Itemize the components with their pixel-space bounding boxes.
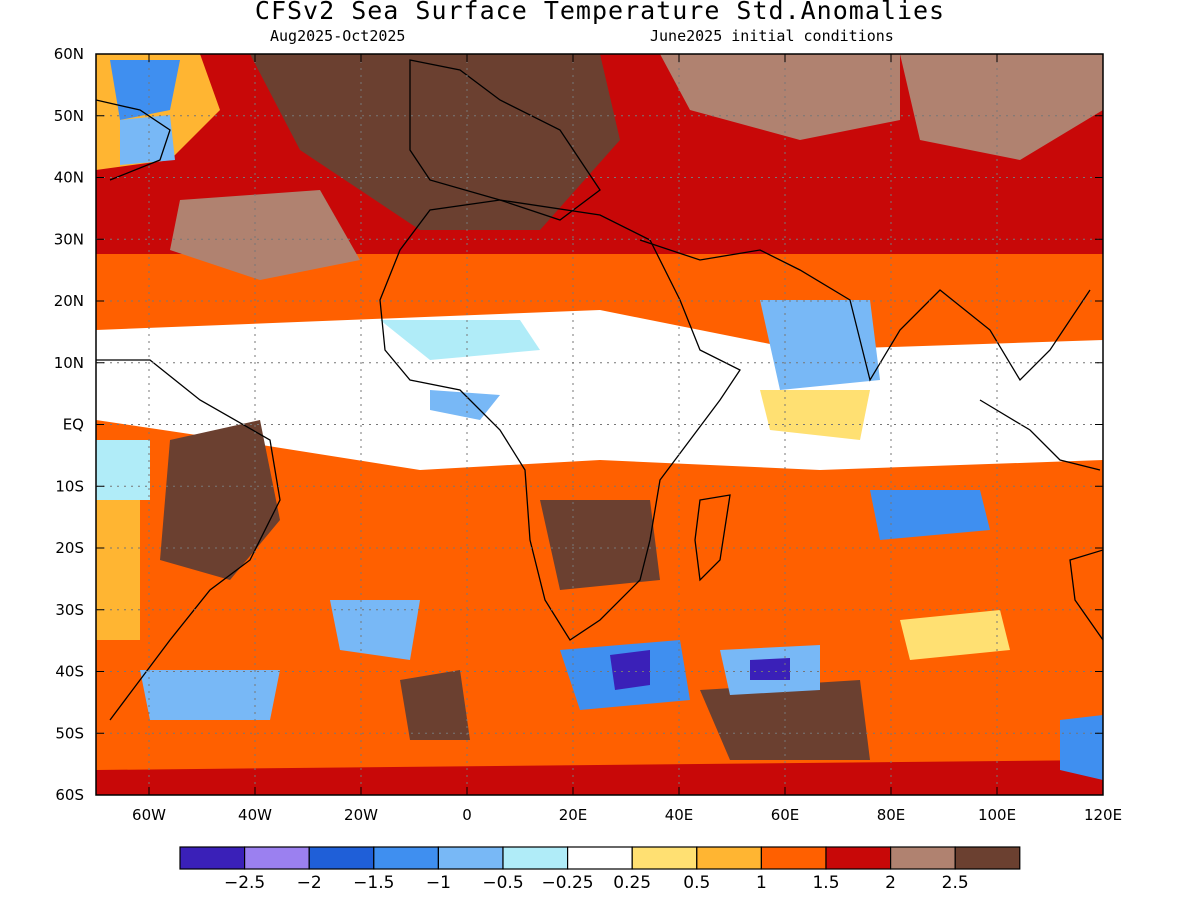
lon-label: 40W [238, 806, 272, 824]
colorbar-swatch [889, 846, 956, 870]
chart-title: CFSv2 Sea Surface Temperature Std.Anomal… [254, 0, 946, 25]
lon-label: 100E [978, 806, 1016, 824]
colorbar-swatch [179, 846, 246, 870]
lat-label: 20S [55, 539, 84, 557]
colorbar-swatch [696, 846, 762, 870]
colorbar-swatch [760, 846, 827, 870]
lon-label: 0 [462, 806, 472, 824]
colorbar-label: 2 [885, 873, 896, 893]
lon-label: 120E [1084, 806, 1122, 824]
lat-label: 60N [54, 45, 84, 63]
lat-label: 20N [54, 292, 84, 310]
colorbar-swatch [244, 846, 310, 870]
colorbar: −2.5 −2 −1.5 −1 −0.5 −0.25 0.25 0.5 1 1.5 2 2.5 [179, 846, 1021, 893]
map-grid [96, 54, 1103, 795]
colorbar-swatch [954, 846, 1021, 870]
colorbar-label: −0.25 [542, 873, 594, 893]
lat-label: 60S [55, 786, 84, 804]
lat-label: EQ [63, 416, 84, 434]
colorbar-swatch [825, 846, 892, 870]
colorbar-swatch [437, 846, 504, 870]
colorbar-label: −1 [426, 873, 451, 893]
initial-conditions: June2025 initial conditions [650, 27, 894, 45]
lat-label: 10N [54, 354, 84, 372]
colorbar-label: 0.25 [613, 873, 651, 893]
lat-label: 30S [55, 601, 84, 619]
lon-label: 80E [877, 806, 906, 824]
lat-label: 50N [54, 107, 84, 125]
lat-label: 40S [55, 663, 84, 681]
lat-label: 30N [54, 230, 84, 248]
colorbar-label: 0.5 [683, 873, 710, 893]
lon-label: 60E [771, 806, 800, 824]
colorbar-label: −0.5 [482, 873, 523, 893]
colorbar-swatch [631, 846, 698, 870]
lon-axis: 60W 40W 20W 0 20E 40E 60E 80E 100E 120E [132, 54, 1122, 824]
lon-label: 40E [665, 806, 694, 824]
colorbar-label: −1.5 [353, 873, 394, 893]
forecast-period: Aug2025-Oct2025 [270, 27, 406, 45]
lat-label: 10S [55, 477, 84, 495]
colorbar-swatch [373, 846, 439, 870]
colorbar-label: 1 [756, 873, 767, 893]
colorbar-label: −2 [297, 873, 322, 893]
colorbar-swatch [566, 846, 633, 870]
colorbar-label: 2.5 [942, 873, 969, 893]
lat-label: 50S [55, 724, 84, 742]
lon-label: 20E [559, 806, 588, 824]
colorbar-swatch [502, 846, 569, 870]
lon-label: 20W [344, 806, 378, 824]
lat-label: 40N [54, 169, 84, 187]
lat-axis: 60N 50N 40N 30N 20N 10N EQ 10S 20S 30S 40S 50S 60S [54, 45, 1103, 804]
colorbar-swatch [308, 846, 375, 870]
anomaly-field [96, 54, 1103, 795]
coastlines [96, 59, 1103, 721]
colorbar-label: −2.5 [224, 873, 265, 893]
colorbar-label: 1.5 [812, 873, 839, 893]
lon-label: 60W [132, 806, 166, 824]
